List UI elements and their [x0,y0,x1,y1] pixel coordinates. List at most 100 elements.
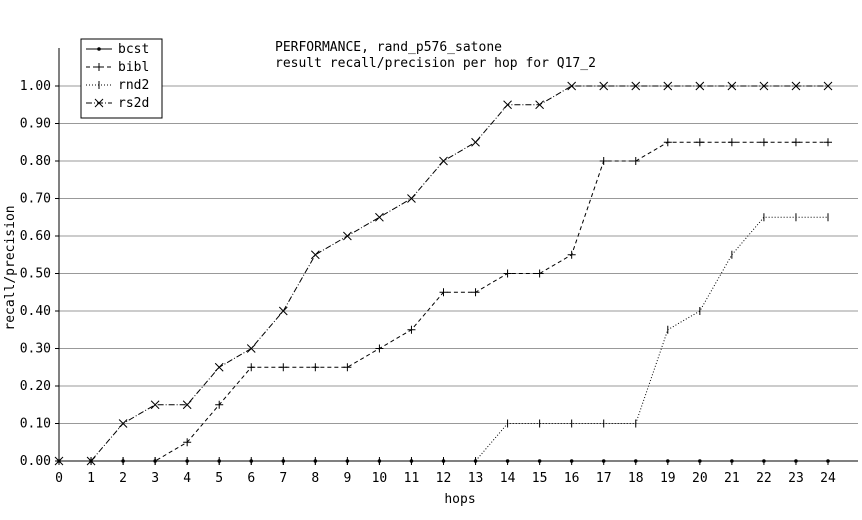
data-point-bcst [599,459,608,463]
legend-label: bcst [118,42,149,57]
x-tick-label: 15 [532,471,548,486]
data-point-rs2d [535,100,544,110]
data-point-bibl [215,400,224,409]
y-tick-label: 1.00 [20,79,51,94]
y-tick-label: 0.10 [20,417,51,432]
y-tick-label: 0.70 [20,192,51,207]
data-point-bcst [759,459,768,463]
x-tick-label: 12 [436,471,452,486]
series-bibl [55,138,832,465]
data-point-rs2d [278,306,288,316]
x-tick-label: 4 [183,471,191,486]
x-tick-label: 22 [756,471,772,486]
data-point-bibl [311,363,320,372]
data-point-bcst [503,459,512,463]
y-tick-label: 0.90 [20,117,51,132]
y-tick-label: 0.80 [20,154,51,169]
x-tick-label: 13 [468,471,484,486]
data-point-rs2d [246,344,256,353]
data-point-rs2d [663,81,673,91]
data-point-bibl [663,138,672,147]
data-point-rs2d [759,81,769,91]
x-tick-label: 10 [372,471,388,486]
series-group [54,81,833,466]
legend-marker [95,63,103,71]
data-point-bibl [695,138,704,147]
data-point-bibl [183,438,192,447]
data-point-rs2d [150,400,160,410]
data-point-bcst [535,459,544,463]
x-tick-label: 9 [343,471,351,486]
data-point-bcst [631,459,640,463]
data-point-bibl [727,138,736,147]
x-tick-label: 14 [500,471,516,486]
x-tick-label: 19 [660,471,676,486]
y-tick-labels: 0.00 0.10 0.20 0.30 0.40 0.50 0.60 0.70 0.80 0.90… [20,79,51,469]
x-tick-label: 5 [215,471,223,486]
data-point-bibl [247,363,256,372]
x-tick-label: 6 [247,471,255,486]
x-tick-label: 3 [151,471,159,486]
x-tick-label: 23 [788,471,804,486]
data-point-bibl [279,363,288,372]
data-point-rs2d [86,456,96,466]
data-point-rs2d [343,231,352,241]
legend: bcst bibl rnd2 rs2d [80,38,163,119]
data-point-bcst [727,459,736,463]
data-point-bibl [599,157,608,165]
series-rnd2 [58,213,829,465]
legend-item-rs2d: rs2d [86,96,149,111]
legend-item-bibl: bibl [86,60,149,75]
grid-lines [59,85,858,424]
y-tick-label: 0.40 [20,304,51,319]
y-tick-label: 0.60 [20,229,51,244]
x-tick-label: 8 [311,471,319,486]
data-point-rs2d [471,137,480,147]
series-line-rnd2 [59,216,828,462]
x-tick-label: 20 [692,471,708,486]
data-point-bibl [471,288,480,297]
x-tick-labels: 0 1 2 3 4 5 6 7 8 9 10 11 12 13 14 15 16 17 18 19 20 21 22 23 24 [55,471,836,486]
legend-label: rs2d [118,96,149,111]
y-tick-label: 0.30 [20,342,51,357]
legend-item-bcst: bcst [86,42,149,57]
chart-subtitle: result recall/precision per hop for Q17_… [275,56,596,71]
x-tick-label: 11 [404,471,420,486]
y-axis-label: recall/precision [3,205,18,330]
series-rs2d [54,81,833,466]
data-point-rs2d [631,81,641,91]
x-tick-label: 0 [55,471,63,486]
data-point-rs2d [791,81,801,91]
legend-label: rnd2 [118,78,149,93]
legend-box [80,38,163,119]
x-tick-label: 16 [564,471,580,486]
data-point-rs2d [823,81,833,91]
data-point-rs2d [695,81,705,91]
data-point-bibl [343,363,352,372]
data-point-bibl [503,269,512,278]
data-point-rs2d [182,400,192,410]
x-tick-label: 17 [596,471,612,486]
data-point-rs2d [54,456,64,466]
axes [55,48,858,465]
data-point-rs2d [599,81,609,91]
data-point-bibl [824,138,832,147]
y-tick-label: 0.00 [20,454,51,469]
data-point-bibl [535,269,544,278]
data-point-rs2d [310,250,320,260]
chart-title: PERFORMANCE, rand_p576_satone [275,40,502,55]
legend-item-rnd2: rnd2 [86,78,149,93]
data-point-bibl [567,250,576,259]
data-point-bcst [567,459,576,463]
data-point-bibl [791,138,800,147]
data-point-rs2d [727,81,737,91]
y-tick-label: 0.50 [20,267,51,282]
data-point-bcst [824,459,832,463]
data-point-rs2d [503,100,512,110]
data-point-rs2d [214,362,224,372]
data-point-bibl [407,325,416,334]
data-point-bibl [631,157,640,165]
y-tick-label: 0.20 [20,379,51,394]
data-point-bcst [695,459,704,463]
